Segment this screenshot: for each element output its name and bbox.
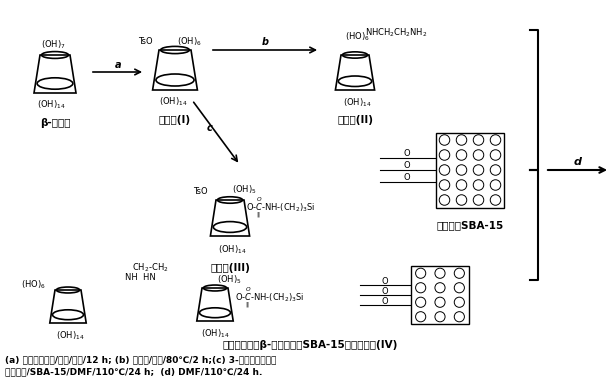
Text: O-$\overset{O}{\underset{\|}{C}}$-NH-(CH$_2$)$_3$Si: O-$\overset{O}{\underset{\|}{C}}$-NH-(CH… [246,195,315,221]
Bar [411,266,469,324]
Text: d: d [574,157,582,167]
Text: O: O [382,296,388,305]
Text: (OH)$_{14}$: (OH)$_{14}$ [218,244,246,256]
Text: (OH)$_5$: (OH)$_5$ [232,184,257,196]
Text: (HO)$_6$: (HO)$_6$ [21,279,46,291]
Text: O: O [382,277,388,285]
Text: β-环糊精: β-环糊精 [40,118,70,128]
Text: NH  HN: NH HN [124,274,155,282]
Text: 中间体(I): 中间体(I) [159,115,191,125]
Text: O: O [403,161,410,171]
Text: 有序介孔SBA-15: 有序介孔SBA-15 [436,220,504,230]
Text: b: b [262,37,269,47]
Text: TsO: TsO [193,188,208,196]
Text: (OH)$_5$: (OH)$_5$ [217,274,241,286]
Text: 中间体(III): 中间体(III) [210,263,250,273]
Text: O: O [382,287,388,296]
Text: (OH)$_{14}$: (OH)$_{14}$ [201,328,230,340]
Text: O: O [403,174,410,183]
Text: (OH)$_{14}$: (OH)$_{14}$ [159,96,188,108]
Text: O: O [403,149,410,158]
Text: (OH)$_{14}$: (OH)$_{14}$ [343,97,371,109]
Text: CH$_2$-CH$_2$: CH$_2$-CH$_2$ [132,262,168,274]
Text: TsO: TsO [139,38,153,47]
Text: O-$\overset{O}{\underset{\|}{C}}$-NH-(CH$_2$)$_3$Si: O-$\overset{O}{\underset{\|}{C}}$-NH-(CH… [235,285,304,311]
Text: (OH)$_{14}$: (OH)$_{14}$ [56,330,84,342]
Bar [436,133,504,207]
Text: (OH)$_6$: (OH)$_6$ [177,36,202,48]
Text: (OH)$_{14}$: (OH)$_{14}$ [37,99,66,111]
Text: NHCH$_2$CH$_2$NH$_2$: NHCH$_2$CH$_2$NH$_2$ [365,27,428,39]
Text: (HO)$_6$: (HO)$_6$ [345,31,370,43]
Text: 乙二胺桥联双β-环糊精键合SBA-15手性固定相(IV): 乙二胺桥联双β-环糊精键合SBA-15手性固定相(IV) [222,340,398,350]
Text: c: c [207,123,213,133]
Text: (a) 对甲苯磺酸氯/吡啶/室温/12 h; (b) 乙二胺/吡啶/80℃/2 h;(c) 3-异氰酸丙基三乙: (a) 对甲苯磺酸氯/吡啶/室温/12 h; (b) 乙二胺/吡啶/80℃/2 … [5,356,277,365]
Text: (OH)$_7$: (OH)$_7$ [41,39,66,51]
Text: 中间体(II): 中间体(II) [337,115,373,125]
Text: 氧基硅烷/SBA-15/DMF/110℃/24 h;  (d) DMF/110℃/24 h.: 氧基硅烷/SBA-15/DMF/110℃/24 h; (d) DMF/110℃/… [5,368,262,376]
Text: a: a [115,60,121,70]
